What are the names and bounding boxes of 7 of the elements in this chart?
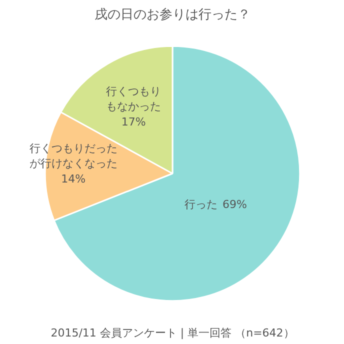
chart-title: 戌の日のお参りは行った？ — [94, 8, 250, 22]
data-label: 17% — [121, 116, 146, 129]
slice-label: 行くつもりもなかった — [106, 85, 162, 114]
data-label: 14% — [61, 172, 86, 186]
slice-label: 行った — [184, 198, 218, 211]
text: 2015/11 会員アンケート | 単一回答 （n=642） — [50, 326, 294, 340]
data-label: 69% — [222, 198, 247, 211]
